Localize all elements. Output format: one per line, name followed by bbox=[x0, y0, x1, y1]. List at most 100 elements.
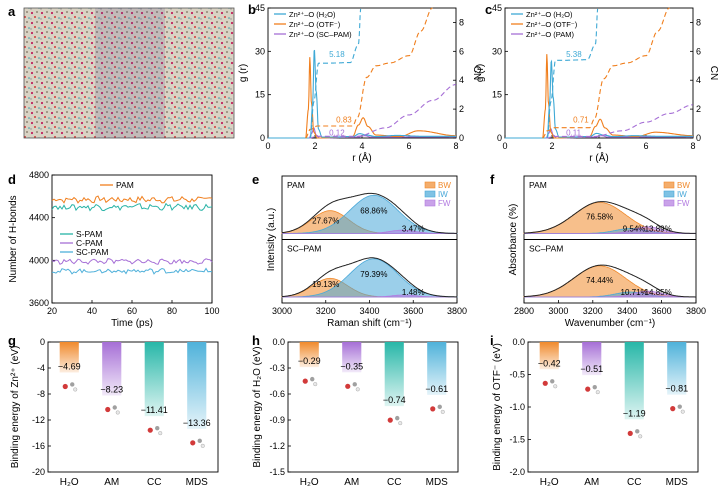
bar-value-label: −0.29 bbox=[298, 356, 321, 366]
y-axis-label: g (r) bbox=[238, 64, 249, 82]
molecule-atom bbox=[310, 376, 315, 382]
spectra-chart-f: 2800 3000 3200 3400 3600 3800 Wavenumber (cm⁻¹… bbox=[508, 175, 706, 329]
panel-label-g: g bbox=[8, 333, 16, 348]
envelope-line bbox=[281, 192, 457, 234]
y-tick-label: 15 bbox=[255, 90, 265, 100]
y2-tick-label: 6 bbox=[459, 46, 464, 56]
molecule-atom bbox=[73, 387, 78, 392]
x-tick-label: CC bbox=[147, 477, 161, 488]
legend-entry: Zn²⁺–O (OTF⁻) bbox=[526, 20, 578, 29]
component-percent: 10.71% bbox=[621, 288, 648, 297]
series-line-1 bbox=[51, 202, 213, 212]
x-axis-label: r (Å) bbox=[589, 151, 608, 164]
molecule-atom bbox=[635, 429, 640, 434]
component-percent: 9.54% bbox=[623, 225, 646, 234]
cn-annotation-pam: 0.11 bbox=[566, 128, 582, 137]
y-tick-label: 4400 bbox=[29, 213, 49, 223]
molecule-atom bbox=[387, 417, 393, 423]
cn-line-pam bbox=[309, 84, 456, 139]
y-tick-label: -1.5 bbox=[269, 467, 285, 477]
molecule-atom bbox=[197, 438, 202, 444]
bar-2 bbox=[384, 342, 404, 407]
molecule-atom bbox=[313, 382, 318, 387]
x-tick-label: 3600 bbox=[652, 306, 672, 316]
bar-value-label: −1.19 bbox=[623, 408, 646, 418]
x-tick-label: 3400 bbox=[359, 306, 379, 316]
molecule-atom bbox=[585, 386, 591, 392]
y2-axis-label: CN bbox=[471, 66, 482, 80]
subplot-label: SC–PAM bbox=[529, 244, 563, 254]
molecule-atom bbox=[105, 406, 111, 413]
legend-entry: FW bbox=[438, 199, 451, 208]
panel-label-d: d bbox=[8, 172, 16, 187]
legend-swatch-fw bbox=[424, 199, 436, 207]
subplot-label: PAM bbox=[287, 180, 305, 190]
panel-label-a: a bbox=[8, 4, 16, 19]
component-percent: 3.47% bbox=[402, 225, 425, 234]
x-tick-label: 3000 bbox=[272, 306, 292, 316]
x-tick-label: H₂O bbox=[60, 477, 79, 488]
cn-annotation-otf: 0.71 bbox=[573, 116, 589, 125]
y2-tick-label: 0 bbox=[459, 133, 464, 143]
legend-entry: C-PAM bbox=[76, 238, 103, 248]
x-tick-label: 3800 bbox=[686, 306, 706, 316]
molecule-atom bbox=[670, 406, 676, 412]
panel-label-f: f bbox=[490, 172, 495, 187]
envelope-line bbox=[523, 201, 697, 234]
bar-value-label: −0.74 bbox=[383, 395, 406, 405]
y-tick-label: 0 bbox=[40, 337, 45, 347]
y-tick-label: 4800 bbox=[29, 170, 49, 180]
molecule-atom bbox=[680, 409, 685, 414]
legend-swatch-bw bbox=[663, 181, 675, 189]
molecule-atom bbox=[542, 380, 548, 386]
bar-value-label: −0.42 bbox=[538, 358, 561, 368]
component-percent: 1.48% bbox=[402, 288, 425, 297]
legend-swatch-iw bbox=[663, 190, 675, 198]
y-tick-label: -0.9 bbox=[269, 415, 285, 425]
x-tick-label: 2 bbox=[312, 141, 317, 151]
x-tick-label: 8 bbox=[453, 141, 458, 151]
legend-swatch-iw bbox=[424, 190, 436, 198]
cn-annotation-h2o: 5.18 bbox=[329, 50, 345, 59]
bar-chart-g: 0 -4 -8 -12 -16 -20 Binding energy of Zn²⁺ (eV… bbox=[10, 337, 219, 488]
y-axis-label: Number of H-bonds bbox=[8, 195, 19, 282]
panel-label-h: h bbox=[252, 333, 260, 348]
md-snapshot-image bbox=[23, 7, 235, 139]
legend-entry: Zn²⁺–O (PAM) bbox=[526, 30, 574, 39]
y-tick-label: -2.0 bbox=[509, 467, 525, 477]
y2-axis-label: CN bbox=[708, 66, 719, 80]
x-axis-label: r (Å) bbox=[352, 151, 371, 164]
y2-tick-label: 4 bbox=[696, 75, 701, 85]
spectra-chart-e: 3000 3200 3400 3600 3800 Raman shift (cm⁻¹) In… bbox=[266, 175, 467, 329]
x-tick-label: 8 bbox=[690, 141, 695, 151]
molecule-atom bbox=[115, 410, 120, 415]
x-tick-label: 60 bbox=[127, 306, 137, 316]
y-tick-label: -1.5 bbox=[509, 435, 525, 445]
molecule-atom bbox=[158, 431, 163, 436]
x-tick-label: 3200 bbox=[583, 306, 603, 316]
x-tick-label: 2 bbox=[549, 141, 554, 151]
y2-tick-label: 0 bbox=[696, 133, 701, 143]
x-tick-label: H₂O bbox=[540, 477, 559, 488]
bar-0 bbox=[299, 342, 319, 368]
bar-value-label: −4.69 bbox=[58, 361, 81, 371]
bar-0 bbox=[59, 342, 79, 373]
plot-frame bbox=[47, 341, 219, 473]
molecule-atom bbox=[437, 404, 442, 410]
y2-tick-label: 4 bbox=[459, 75, 464, 85]
y-tick-label: 0 bbox=[260, 133, 265, 143]
x-tick-label: AM bbox=[344, 477, 359, 488]
y2-tick-label: 6 bbox=[696, 46, 701, 56]
gr-line-h2o bbox=[505, 59, 693, 139]
bar-1 bbox=[582, 342, 602, 376]
bar-value-label: −0.81 bbox=[665, 384, 688, 394]
y-axis-label: g (r) bbox=[475, 64, 486, 82]
molecule-atom bbox=[592, 384, 597, 390]
y-tick-label: -0.3 bbox=[269, 363, 285, 373]
component-area-fw bbox=[282, 229, 457, 234]
x-tick-label: MDS bbox=[426, 477, 449, 488]
x-tick-label: 100 bbox=[204, 306, 219, 316]
legend-entry: S-PAM bbox=[76, 229, 102, 239]
